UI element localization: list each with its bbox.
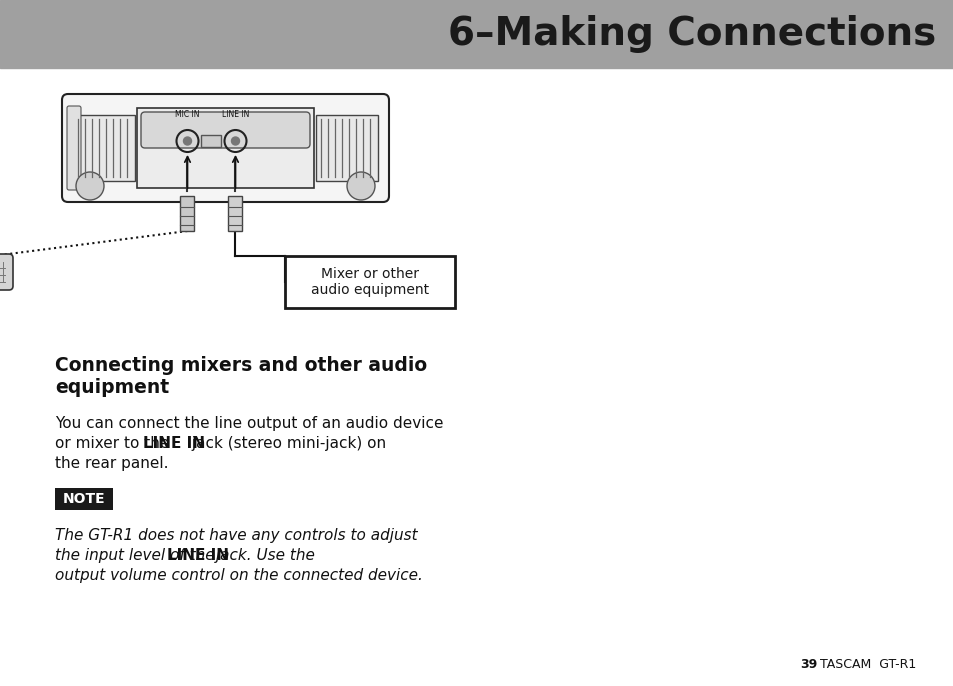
- Text: TASCAM  GT-R1: TASCAM GT-R1: [820, 657, 915, 670]
- Text: the input level of the: the input level of the: [55, 548, 219, 563]
- Text: MIC IN: MIC IN: [175, 110, 199, 119]
- Text: equipment: equipment: [55, 378, 169, 397]
- Text: The GT-R1 does not have any controls to adjust: The GT-R1 does not have any controls to …: [55, 528, 417, 543]
- Circle shape: [76, 172, 104, 200]
- Text: You can connect the line output of an audio device: You can connect the line output of an au…: [55, 416, 443, 431]
- Bar: [229, 196, 242, 231]
- Bar: [285, 256, 455, 308]
- FancyBboxPatch shape: [0, 254, 13, 290]
- Bar: [201, 135, 221, 147]
- Circle shape: [183, 137, 192, 145]
- Bar: [0, 0, 953, 68]
- Text: jack. Use the: jack. Use the: [211, 548, 314, 563]
- Text: jack (stereo mini-jack) on: jack (stereo mini-jack) on: [187, 436, 386, 451]
- Bar: [73, 115, 135, 181]
- Text: LINE IN: LINE IN: [222, 110, 249, 119]
- Text: 39: 39: [800, 657, 817, 670]
- Text: 6–Making Connections: 6–Making Connections: [447, 15, 935, 53]
- Bar: [180, 196, 194, 231]
- Circle shape: [347, 172, 375, 200]
- Text: output volume control on the connected device.: output volume control on the connected d…: [55, 568, 422, 583]
- Text: NOTE: NOTE: [63, 492, 105, 506]
- Text: or mixer to the: or mixer to the: [55, 436, 174, 451]
- Text: Mixer or other
audio equipment: Mixer or other audio equipment: [311, 267, 429, 297]
- FancyBboxPatch shape: [67, 106, 81, 190]
- FancyBboxPatch shape: [62, 94, 389, 202]
- Text: the rear panel.: the rear panel.: [55, 456, 169, 471]
- Bar: [137, 108, 314, 188]
- Circle shape: [232, 137, 239, 145]
- FancyBboxPatch shape: [141, 112, 310, 148]
- Bar: [315, 115, 377, 181]
- Text: Connecting mixers and other audio: Connecting mixers and other audio: [55, 356, 427, 375]
- Text: LINE IN: LINE IN: [143, 436, 205, 451]
- Bar: [55, 488, 112, 510]
- Text: LINE IN: LINE IN: [167, 548, 229, 563]
